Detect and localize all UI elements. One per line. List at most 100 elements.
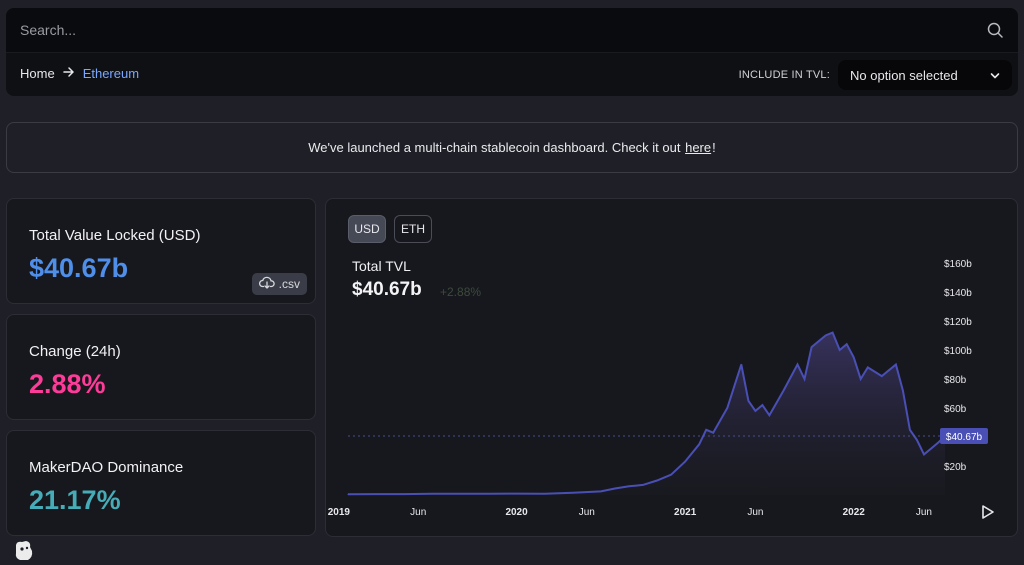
chart-title: Total TVL — [352, 258, 411, 274]
data-point — [825, 334, 827, 337]
data-point — [937, 442, 939, 444]
y-tick-label: $100b — [944, 346, 972, 357]
dominance-card: MakerDAO Dominance 21.17% — [6, 430, 316, 536]
data-point — [839, 349, 841, 351]
x-tick-label: Jun — [579, 507, 595, 518]
include-in-tvl-value: No option selected — [850, 67, 958, 83]
data-point — [902, 390, 904, 392]
banner-link[interactable]: here — [685, 140, 712, 155]
breadcrumb-home[interactable]: Home — [20, 66, 55, 81]
data-point — [670, 474, 672, 476]
data-point — [747, 400, 749, 402]
data-point — [740, 363, 742, 366]
tvl-value: $40.67b — [29, 253, 129, 283]
data-point — [712, 432, 714, 434]
data-point — [459, 493, 461, 495]
tvl-title: Total Value Locked (USD) — [29, 227, 201, 244]
data-point — [782, 390, 785, 392]
breadcrumb-current[interactable]: Ethereum — [82, 66, 140, 81]
current-value-marker — [940, 428, 988, 445]
x-tick-label: 2021 — [674, 507, 697, 518]
change-value: 2.88% — [29, 369, 106, 399]
logo-icon[interactable] — [12, 539, 36, 563]
data-point — [846, 343, 848, 345]
data-point — [923, 453, 925, 455]
dominance-value: 21.17% — [29, 485, 121, 515]
y-tick-label: $160b — [944, 259, 972, 270]
include-in-tvl-select[interactable]: No option selected — [838, 60, 1012, 90]
data-point — [403, 493, 405, 495]
chart-change: +2.88% — [440, 285, 482, 299]
data-point — [916, 439, 918, 441]
tvl-area — [348, 332, 945, 495]
search-icon[interactable] — [986, 21, 1004, 39]
y-tick-label: $20b — [944, 462, 967, 473]
banner-text: We've launched a multi-chain stablecoin … — [308, 140, 681, 155]
tvl-chart-panel: USD ETH Total TVL $40.67b +2.88% $40.67b… — [325, 198, 1018, 537]
data-point — [867, 366, 869, 368]
data-point — [347, 493, 349, 495]
include-in-tvl: INCLUDE IN TVL: No option selected — [739, 60, 1012, 90]
x-tick-label: Jun — [747, 507, 763, 518]
tvl-chart[interactable]: $40.67b $20b $60b $80b $100b $120b $140b $160b 2… — [326, 199, 1018, 537]
data-point — [431, 493, 433, 495]
download-csv-button[interactable]: .csv — [251, 273, 307, 295]
y-tick-label: $120b — [944, 317, 972, 328]
x-tick-label: 2020 — [505, 507, 528, 518]
data-point — [895, 363, 897, 366]
data-point — [754, 410, 756, 412]
include-in-tvl-label: INCLUDE IN TVL: — [738, 69, 830, 81]
data-point — [705, 429, 707, 431]
data-point — [726, 407, 728, 409]
data-point — [853, 356, 855, 358]
tvl-card: Total Value Locked (USD) $40.67b .csv — [6, 198, 316, 304]
data-point — [516, 493, 518, 495]
data-point — [930, 448, 932, 450]
cloud-download-icon — [258, 276, 275, 292]
announcement-banner: We've launched a multi-chain stablecoin … — [6, 122, 1018, 173]
top-bar: Home Ethereum INCLUDE IN TVL: No option … — [6, 8, 1018, 96]
data-point — [803, 378, 806, 380]
play-icon[interactable] — [981, 504, 995, 520]
data-point — [761, 404, 763, 406]
data-point — [614, 487, 616, 490]
data-point — [572, 492, 574, 494]
data-point — [796, 363, 799, 366]
chevron-down-icon — [990, 68, 1000, 83]
search-input[interactable] — [20, 22, 986, 38]
dominance-title: MakerDAO Dominance — [29, 459, 184, 476]
usd-toggle-button[interactable]: USD — [348, 215, 386, 243]
x-tick-label: Jun — [916, 507, 932, 518]
x-tick-label: Jun — [410, 507, 426, 518]
data-point — [881, 375, 883, 377]
data-point — [600, 490, 602, 492]
y-tick-label: $80b — [944, 375, 967, 386]
data-point — [768, 414, 770, 416]
change-card: Change (24h) 2.88% — [6, 314, 316, 420]
data-point — [909, 429, 911, 431]
data-point — [684, 461, 686, 463]
change-title: Change (24h) — [29, 343, 121, 360]
data-point — [375, 493, 377, 495]
data-point — [642, 484, 644, 486]
x-tick-label: 2019 — [328, 507, 351, 518]
arrow-right-icon — [62, 66, 75, 81]
data-point — [698, 443, 700, 445]
eth-toggle-button[interactable]: ETH — [394, 215, 432, 243]
data-point — [628, 485, 630, 487]
data-point — [811, 346, 813, 348]
data-point — [487, 493, 490, 495]
data-point — [832, 332, 834, 334]
chart-value: $40.67b — [352, 279, 422, 300]
y-tick-label: $60b — [944, 404, 967, 415]
y-tick-label: $140b — [944, 288, 972, 299]
data-point — [860, 378, 862, 380]
current-value-label: $40.67b — [946, 432, 983, 443]
data-point — [544, 493, 546, 495]
search-bar — [6, 8, 1018, 53]
csv-label: .csv — [278, 277, 300, 291]
data-point — [656, 479, 658, 482]
breadcrumb: Home Ethereum — [20, 66, 139, 81]
x-tick-label: 2022 — [843, 507, 866, 518]
banner-suffix: ! — [712, 140, 716, 155]
